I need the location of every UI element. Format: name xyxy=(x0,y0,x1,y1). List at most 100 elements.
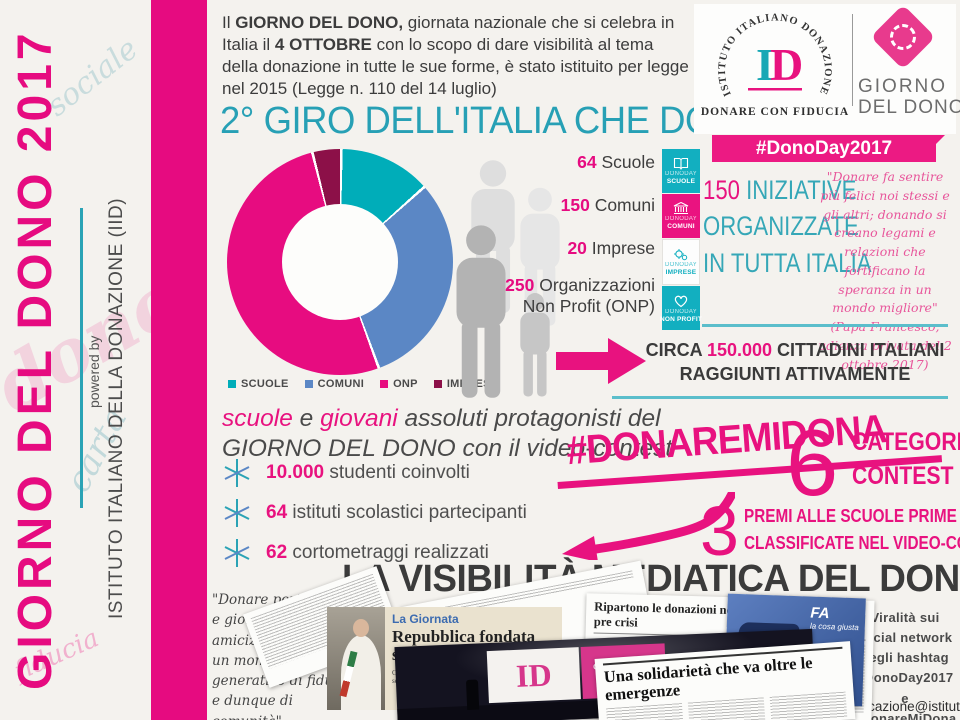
stage-id-logo: ID xyxy=(486,647,581,704)
arrow-right-icon xyxy=(556,338,646,384)
donoday-ribbon: #DonoDay2017 xyxy=(712,135,945,162)
initiatives-line1: INIZIATIVE xyxy=(739,175,857,205)
video-stat-text: 10.000 studenti coinvolti xyxy=(266,462,470,484)
badge-label: COMUNI xyxy=(667,223,695,230)
badge-comuni: DONODAY COMUNI xyxy=(662,194,700,238)
intro-text: Il xyxy=(222,13,236,32)
reach-number: 150.000 xyxy=(706,340,773,360)
badge-label: IMPRESE xyxy=(665,269,697,276)
stat-comuni: 150 Comuni xyxy=(455,195,655,216)
protagonists-text: scuole e giovani assoluti protagonisti d… xyxy=(222,404,672,464)
initiatives-block: 150 INIZIATIVE ORGANIZZATE IN TUTTA ITALIA xyxy=(703,172,872,281)
legend-swatch xyxy=(228,380,236,388)
prizes-line1: PREMI ALLE SCUOLE PRIME xyxy=(744,506,957,526)
legend-label: SCUOLE xyxy=(241,378,289,390)
stat-onp: 250 Organizzazioni Non Profit (ONP) xyxy=(455,275,655,317)
tv-logo-line1: FA xyxy=(810,604,830,623)
initiatives-line3: IN TUTTA ITALIA xyxy=(703,247,872,278)
giorno-logo-line1: GIORNO xyxy=(858,76,948,97)
reach-prefix: CIRCA xyxy=(645,340,707,360)
curved-arrow-icon xyxy=(562,492,735,560)
pope-quote: "Donare fa sentire più felici noi stessi… xyxy=(815,168,955,374)
badge-label: NON PROFIT xyxy=(659,315,703,323)
initiatives-number: 150 xyxy=(703,175,740,205)
stat-scuole: 64 Scuole xyxy=(455,152,655,173)
sidebar-divider-line xyxy=(80,208,83,508)
iid-underline xyxy=(748,88,802,91)
stat-label: Comuni xyxy=(589,195,655,215)
video-stat-row: 10.000 studenti coinvolti xyxy=(222,458,470,488)
intro-text: con lo scopo di dare visibilità al tema … xyxy=(222,35,689,98)
iid-logo: ISTITUTO ITALIANO DONAZIONE I D xyxy=(717,12,832,97)
organization-label: ISTITUTO ITALIANO DELLA DONAZIONE (IID) xyxy=(106,197,127,619)
iid-tagline: DONARE CON FIDUCIA xyxy=(700,106,850,118)
star-bullet-icon xyxy=(224,539,250,567)
video-stat-row: 62 cortometraggi realizzati xyxy=(222,538,489,568)
badge-label: SCUOLE xyxy=(666,178,696,185)
video-stat-text: 62 cortometraggi realizzati xyxy=(266,542,489,564)
legend-swatch xyxy=(433,380,442,388)
virality-note: Viralità sui social network degli hashta… xyxy=(853,610,957,720)
reach-rest: CITTADINI ITALIANI xyxy=(772,340,945,360)
book-icon xyxy=(673,157,689,170)
stat-label-line2: Non Profit (ONP) xyxy=(522,296,655,316)
person-silhouette xyxy=(456,225,506,398)
stat-label: Organizzazioni xyxy=(534,275,655,295)
giorno-logo-line2: DEL DONO xyxy=(858,97,960,118)
intro-bold-date: 4 OTTOBRE xyxy=(274,35,372,54)
legend-swatch xyxy=(304,380,313,388)
video-stat-value: 64 xyxy=(266,502,288,523)
iid-letter-d: D xyxy=(770,39,803,90)
protagonists-line2: GIORNO DEL DONO con il video-contest xyxy=(222,435,673,462)
prizes-number: 3 xyxy=(700,492,739,570)
legend-item: COMUNI xyxy=(304,378,364,390)
quote-attribution: (Papa Francesco, udienza privata del 2 o… xyxy=(818,319,952,372)
video-stat-row: 64 istituti scolastici partecipanti xyxy=(222,498,527,528)
intro-bold-giorno: GIORNO DEL DONO, xyxy=(235,13,404,32)
divider-line xyxy=(702,324,948,327)
donut-chart xyxy=(227,149,453,375)
reach-statement: CIRCA 150.000 CITTADINI ITALIANI RAGGIUN… xyxy=(640,338,950,387)
highlight-scuole: scuole xyxy=(222,405,293,432)
person-silhouette-child xyxy=(520,293,550,397)
video-stat-label: cortometraggi realizzati xyxy=(287,542,489,563)
stat-value: 150 xyxy=(560,195,590,215)
iid-letter-i: I xyxy=(756,39,774,90)
video-stat-label: istituti scolastici partecipanti xyxy=(287,502,527,523)
star-bullet-icon xyxy=(224,499,250,527)
video-stat-value: 10.000 xyxy=(266,462,325,483)
contest-line2: CONTEST xyxy=(852,462,954,490)
legend-item: ONP xyxy=(380,378,418,390)
stat-label: Scuole xyxy=(596,152,655,172)
diamond-ring xyxy=(884,18,922,56)
heart-icon xyxy=(674,295,688,307)
page-title: 2° GIRO DELL'ITALIA CHE DONA xyxy=(220,100,763,142)
star-bullet-icon xyxy=(224,459,250,487)
video-stat-value: 62 xyxy=(266,542,288,563)
contest-number: 6 xyxy=(786,410,839,515)
donut-hole xyxy=(282,204,398,320)
protagonists-rest: assoluti protagonisti del xyxy=(397,405,661,432)
pink-vertical-bar xyxy=(151,0,207,720)
badge-program: DONODAY xyxy=(665,308,697,315)
pope-photo xyxy=(327,607,385,710)
donoday-badges: DONODAY SCUOLE DONODAY COMUNI DONODAY IM… xyxy=(659,149,703,330)
stat-value: 20 xyxy=(567,238,587,258)
powered-by-label: powered by xyxy=(86,335,102,408)
intro-text: giornata nazionale che si celebra in Ita… xyxy=(222,13,675,54)
person-silhouette xyxy=(520,187,560,326)
legend-swatch xyxy=(380,380,389,388)
stat-label: Imprese xyxy=(586,238,655,258)
badge-program: DONODAY xyxy=(665,171,697,177)
legend-label: ONP xyxy=(393,378,418,390)
video-stat-label: studenti coinvolti xyxy=(324,462,470,483)
badge-nonprofit: DONODAY NON PROFIT xyxy=(659,286,703,330)
clipping-kicker: La Giornata xyxy=(392,612,459,626)
initiatives-line2: ORGANIZZATE xyxy=(703,211,859,242)
badge-program: DONODAY xyxy=(665,262,697,268)
clipping-text-lines xyxy=(769,691,848,720)
reach-line2: RAGGIUNTI ATTIVAMENTE xyxy=(679,364,911,385)
protagonists-sep: e xyxy=(292,405,321,432)
stat-value: 64 xyxy=(577,152,597,172)
